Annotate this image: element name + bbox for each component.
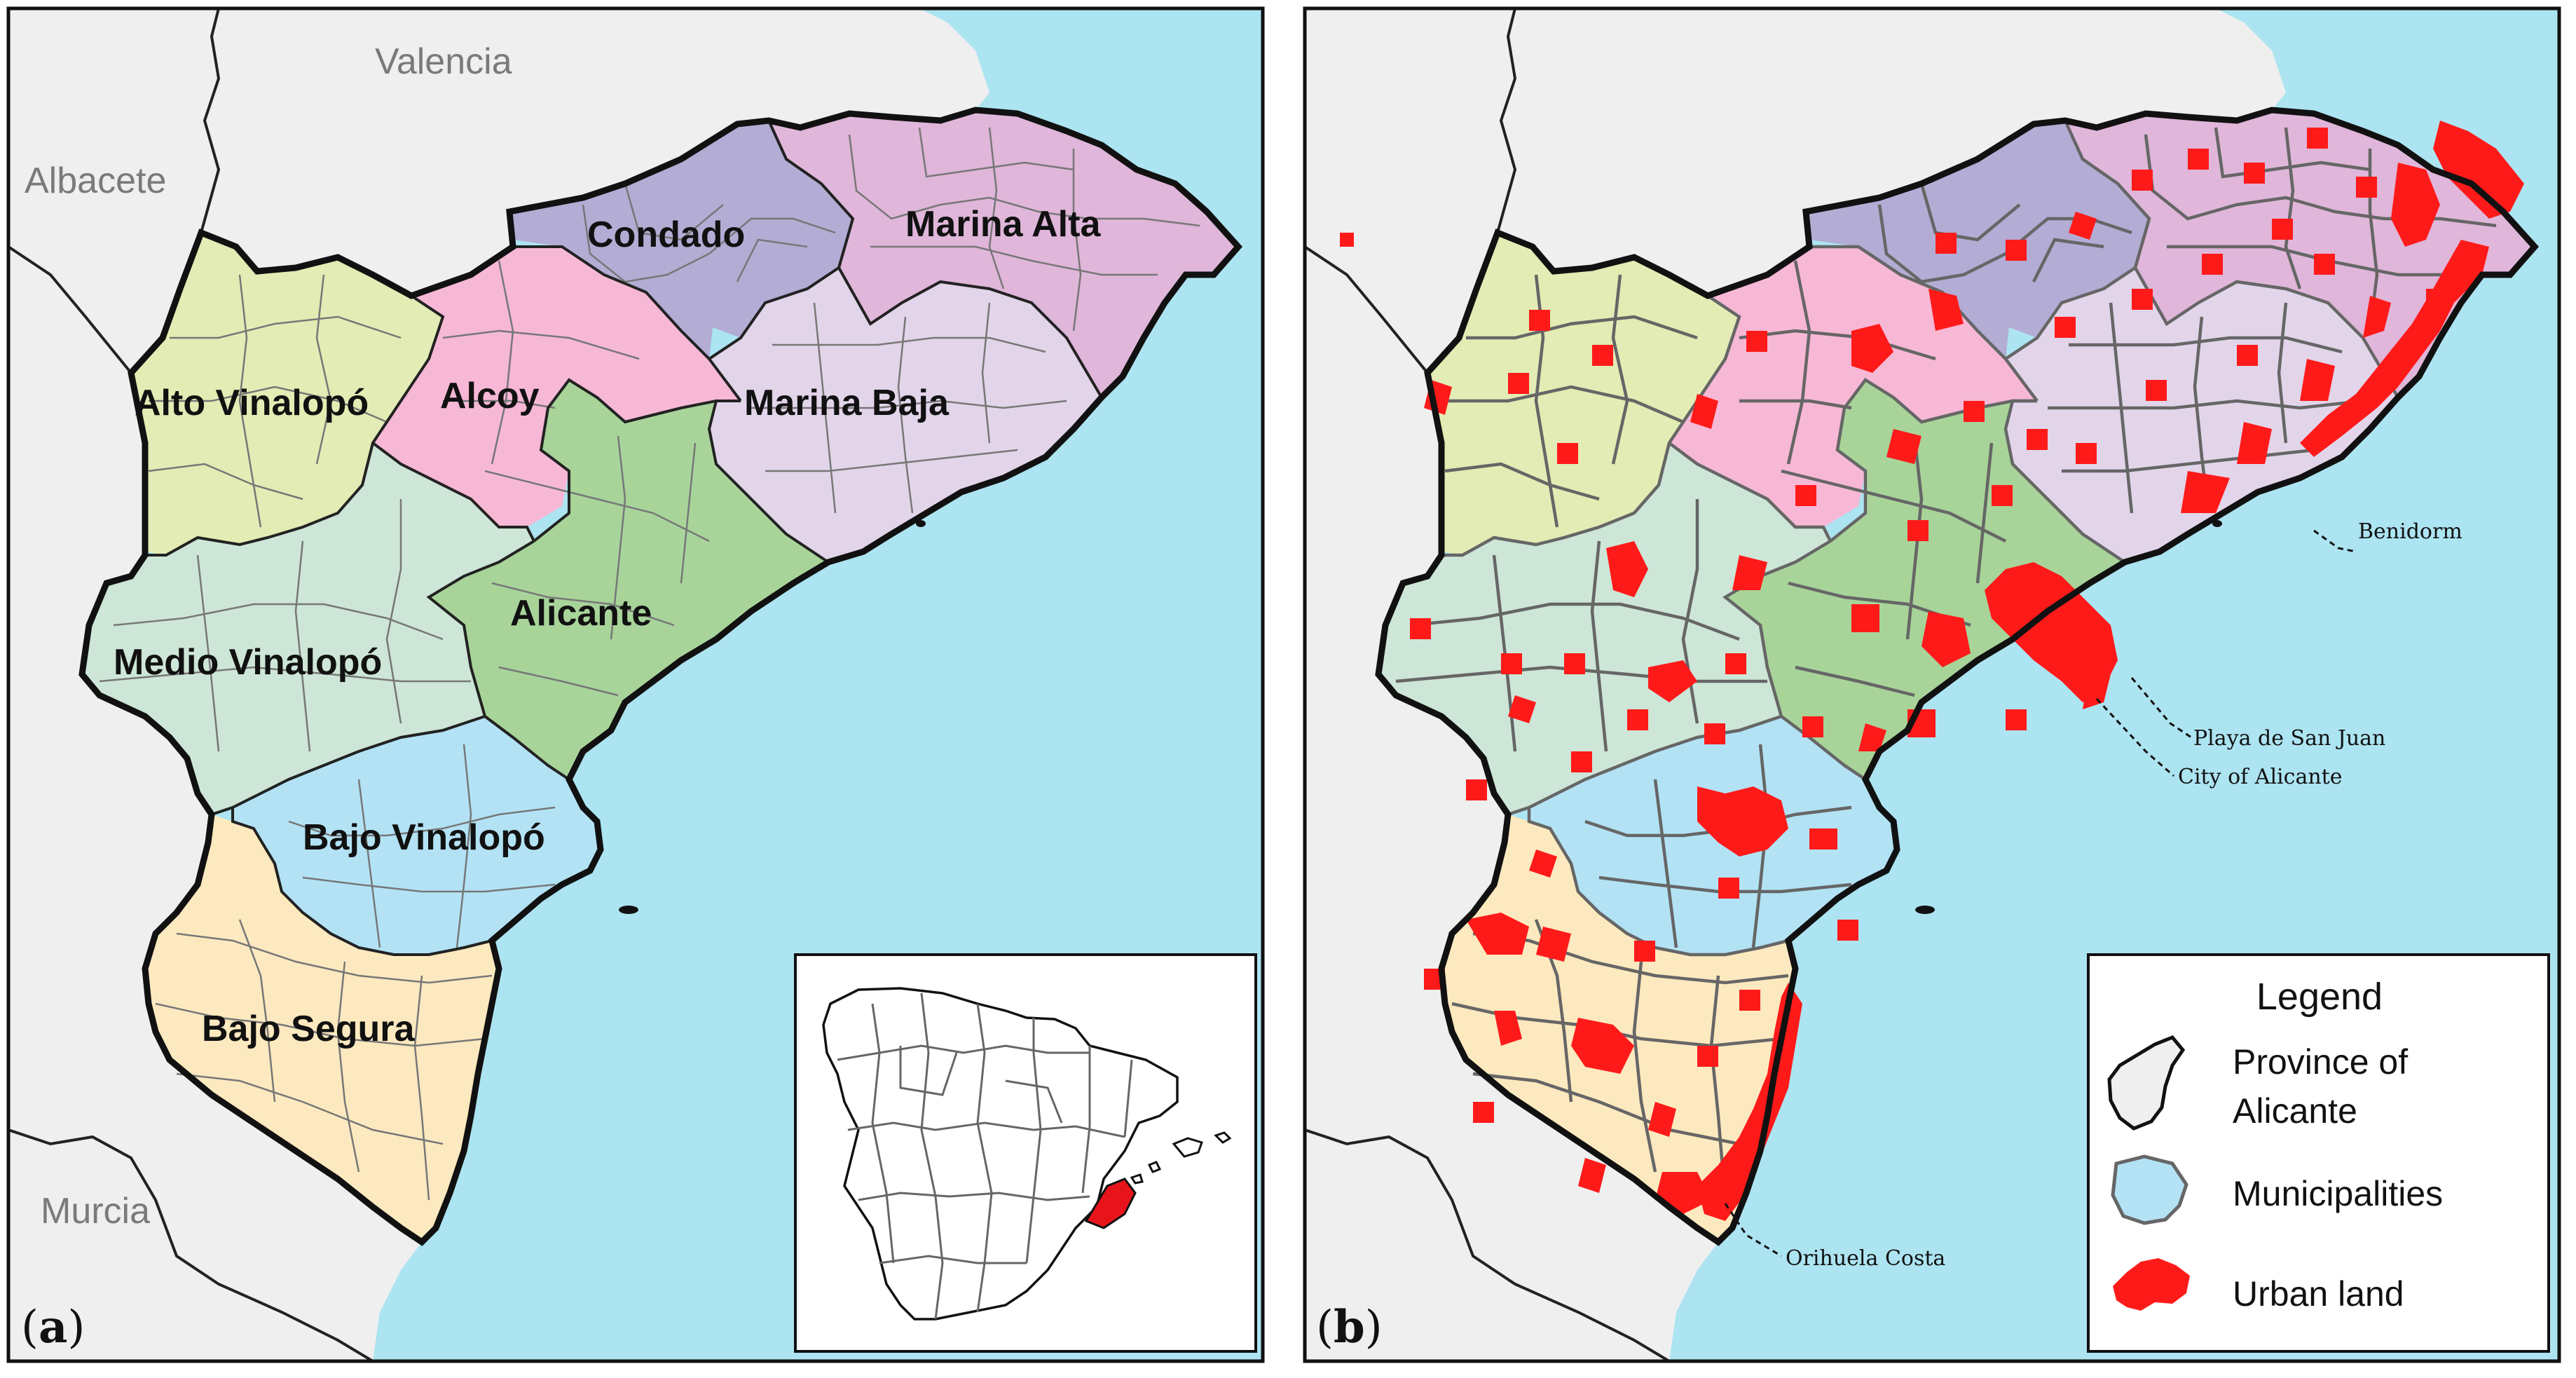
panel-b-frame — [1303, 6, 2561, 1363]
legend-label-province-line2: Alicante — [2233, 1091, 2357, 1131]
legend-label-urban: Urban land — [2233, 1274, 2404, 1314]
inset-spain — [794, 953, 1257, 1353]
label-marina-alta: Marina Alta — [905, 204, 1101, 245]
panel-b-label: (b) — [1316, 1301, 1383, 1353]
urban-land — [1340, 121, 2524, 1221]
label-albacete: Albacete — [25, 161, 166, 201]
panel-a-label: (a) — [21, 1301, 85, 1353]
legend-swatch-urban — [2113, 1258, 2190, 1311]
legend-label-municipalities: Municipalities — [2233, 1174, 2443, 1213]
panel-a-frame — [6, 6, 1265, 1363]
label-valencia: Valencia — [375, 41, 512, 82]
label-alicante: Alicante — [510, 593, 652, 634]
callout-playa-de-san-juan: Playa de San Juan — [2193, 726, 2385, 751]
label-alto-vinalopo: Alto Vinalopó — [135, 383, 369, 423]
label-bajo-vinalopo: Bajo Vinalopó — [303, 817, 545, 858]
inset-highlight-alicante — [1084, 1178, 1137, 1229]
panel-a: Valencia Albacete Murcia Condado Marina … — [6, 6, 1265, 1363]
label-condado: Condado — [587, 214, 745, 255]
callout-orihuela-costa: Orihuela Costa — [1786, 1246, 1945, 1271]
legend-swatch-municipalities — [2111, 1154, 2188, 1225]
legend-swatch-province — [2107, 1035, 2186, 1131]
label-murcia: Murcia — [41, 1191, 150, 1232]
panel-b: Benidorm Playa de San Juan City of Alica… — [1303, 6, 2561, 1363]
legend-label-province-line1: Province of — [2233, 1042, 2408, 1082]
legend-title: Legend — [2256, 976, 2383, 1018]
label-bajo-segura: Bajo Segura — [202, 1009, 415, 1049]
legend: Legend Province of Alicante Municipaliti… — [2087, 953, 2550, 1353]
label-alcoy: Alcoy — [440, 376, 540, 416]
label-marina-baja: Marina Baja — [744, 383, 950, 423]
callout-city-of-alicante: City of Alicante — [2178, 765, 2342, 789]
label-medio-vinalopo: Medio Vinalopó — [114, 642, 382, 683]
callout-benidorm: Benidorm — [2358, 519, 2462, 544]
